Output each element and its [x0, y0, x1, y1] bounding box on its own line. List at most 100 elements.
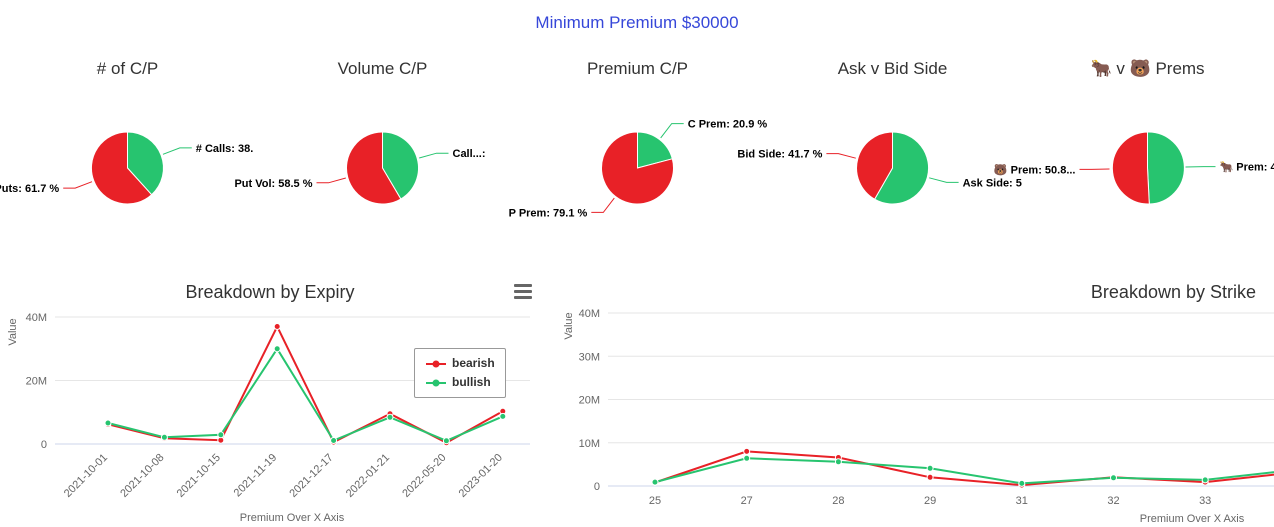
- menu-bar: [514, 296, 532, 299]
- pie-title: Ask v Bid Side: [837, 59, 948, 78]
- menu-bar: [514, 290, 532, 293]
- pie-canvas-bull-bear-prems: 🐂 Prem: 4 🐻 Prem: 50.8...: [994, 131, 1274, 205]
- legend-item-bearish[interactable]: bearish: [425, 354, 495, 373]
- data-point-bullish[interactable]: [651, 478, 659, 486]
- pie-label-connector: [63, 181, 93, 189]
- pie-slice-label: # Calls: 38.: [196, 143, 253, 155]
- y-tick-label: 10M: [579, 438, 600, 450]
- chart-legend: bearish bullish: [414, 348, 506, 398]
- pie-slice-label: 🐂 Prem: 4: [1220, 161, 1274, 174]
- pie-slice-calls[interactable]: [127, 131, 164, 196]
- data-point-bullish[interactable]: [1110, 474, 1117, 482]
- pie-slice-put-vol[interactable]: [346, 131, 402, 205]
- pie-slice-label: Ask Side: 5: [963, 177, 1022, 189]
- x-tick-label: 28: [832, 495, 844, 507]
- y-tick-label: 20M: [26, 376, 47, 388]
- pie-label-connector: [162, 147, 192, 155]
- y-tick-label: 20M: [579, 395, 600, 407]
- pie-title: Premium C/P: [586, 59, 689, 78]
- x-tick-label: 2021-12-17: [287, 452, 335, 500]
- pie-slice-c-prem[interactable]: [637, 131, 673, 169]
- pie-slice-bear-prem[interactable]: [1111, 131, 1150, 205]
- data-point-bullish[interactable]: [743, 454, 751, 462]
- pie-chart-num-cp: # of C/P # Calls: 38. # Puts: 61.7 %: [0, 38, 255, 238]
- pie-label-connector: [591, 197, 615, 213]
- x-tick-label: 29: [924, 495, 936, 507]
- data-point-bearish[interactable]: [926, 473, 934, 481]
- data-point-bullish[interactable]: [834, 458, 842, 466]
- pie-title: Volume C/P: [337, 59, 428, 78]
- x-tick-label: 32: [1107, 495, 1119, 507]
- legend-item-bullish[interactable]: bullish: [425, 373, 495, 392]
- pie-charts-row: # of C/P # Calls: 38. # Puts: 61.7 % Volu…: [0, 38, 1274, 238]
- pie-slice-label: # Puts: 61.7 %: [0, 183, 59, 195]
- data-point-bullish[interactable]: [217, 431, 225, 439]
- breakdown-by-strike-chart: 0 10M 20M 30M 40M 25 27 28 29 31 32 33 Premium Over …: [560, 274, 1274, 526]
- menu-bar: [514, 284, 532, 287]
- page-title: Minimum Premium $30000: [535, 13, 739, 32]
- data-point-bullish[interactable]: [1018, 479, 1026, 487]
- data-point-bullish[interactable]: [330, 437, 338, 444]
- series-line-bearish: [654, 450, 1274, 487]
- pie-slice-label: P Prem: 79.1 %: [509, 207, 588, 219]
- pie-label-connector: [826, 153, 856, 159]
- x-axis-title: Premium Over X Axis: [240, 512, 345, 524]
- pie-slice-label: Bid Side: 41.7 %: [737, 149, 822, 161]
- x-tick-label: 2021-10-15: [175, 452, 223, 500]
- pie-canvas-premium-cp: C Prem: 20.9 % P Prem: 79.1 %: [509, 119, 768, 220]
- pie-slice-label: Call...:: [453, 148, 486, 160]
- data-point-bullish[interactable]: [273, 345, 281, 353]
- pie-label-connector: [419, 152, 449, 159]
- data-point-bullish[interactable]: [386, 413, 394, 421]
- pie-slice-puts[interactable]: [90, 131, 153, 205]
- pie-canvas-volume-cp: Call...: Put Vol: 58.5 %: [234, 131, 486, 205]
- x-tick-label: 2023-01-20: [457, 452, 505, 500]
- strike-chart-canvas: 0 10M 20M 30M 40M 25 27 28 29 31 32 33 Premium Over …: [563, 308, 1274, 525]
- legend-label: bearish: [452, 356, 495, 370]
- y-tick-label: 0: [41, 439, 47, 451]
- data-point-bullish[interactable]: [1201, 476, 1209, 484]
- x-axis-title: Premium Over X Axis: [1140, 513, 1245, 525]
- x-tick-label: 27: [741, 495, 753, 507]
- pie-canvas-ask-bid: Ask Side: 5 Bid Side: 41.7 %: [737, 131, 1022, 205]
- series-line-bullish: [654, 457, 1274, 485]
- series-line-bullish: [107, 346, 504, 442]
- data-point-bullish[interactable]: [104, 419, 112, 427]
- pie-slice-label: 🐻 Prem: 50.8...: [994, 162, 1076, 176]
- y-tick-label: 30M: [579, 351, 600, 363]
- x-tick-label: 25: [649, 495, 661, 507]
- pie-slice-ask-side[interactable]: [873, 131, 930, 205]
- x-tick-label: 33: [1199, 495, 1211, 507]
- data-point-bullish[interactable]: [499, 412, 507, 420]
- x-tick-label: 2021-10-08: [118, 452, 166, 500]
- pie-slice-label: C Prem: 20.9 %: [688, 119, 768, 131]
- x-tick-label: 2021-10-01: [62, 452, 110, 500]
- data-point-bullish[interactable]: [926, 464, 934, 472]
- pie-title: 🐂 v 🐻 Prems: [1090, 59, 1205, 78]
- pie-slice-bull-prem[interactable]: [1147, 131, 1185, 205]
- x-tick-label: 2021-11-19: [232, 452, 280, 500]
- pie-slice-p-prem[interactable]: [601, 131, 674, 205]
- y-tick-label: 0: [594, 481, 600, 493]
- pie-label-connector: [660, 123, 684, 139]
- pie-chart-premium-cp: Premium C/P C Prem: 20.9 % P Prem: 79.1 %: [509, 38, 768, 238]
- data-point-bearish[interactable]: [273, 323, 281, 330]
- pie-slice-bid-side[interactable]: [856, 131, 893, 200]
- breakdown-by-expiry-chart: 0 20M 40M 2021-10-01 2021-10-08 2021-10-15 202…: [0, 274, 540, 526]
- pie-label-connector: [929, 177, 959, 183]
- y-axis-title: Value: [563, 312, 575, 339]
- pie-label-connector: [316, 177, 346, 184]
- legend-label: bullish: [452, 375, 491, 389]
- data-point-bearish[interactable]: [743, 447, 751, 455]
- y-axis-title: Value: [7, 318, 19, 345]
- pie-slice-label: Put Vol: 58.5 %: [234, 178, 312, 190]
- data-point-bullish[interactable]: [160, 433, 168, 441]
- pie-canvas-num-cp: # Calls: 38. # Puts: 61.7 %: [0, 131, 253, 205]
- chart-menu-button[interactable]: [514, 284, 532, 299]
- bullish-series-marker: [425, 377, 447, 389]
- x-tick-label: 31: [1016, 495, 1028, 507]
- y-tick-label: 40M: [579, 308, 600, 320]
- bearish-series-marker: [425, 358, 447, 370]
- data-point-bullish[interactable]: [442, 437, 450, 445]
